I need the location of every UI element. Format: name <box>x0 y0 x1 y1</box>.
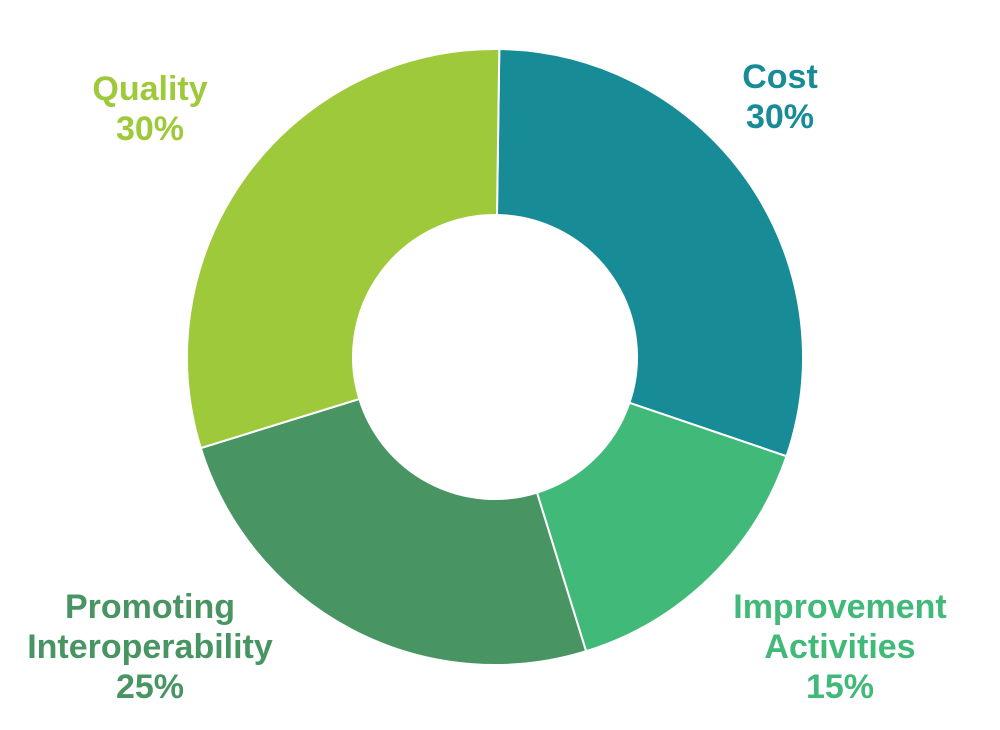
slice-labels: Cost 30%Improvement Activities 15%Promoting… <box>27 58 947 706</box>
slice-label-cost: Cost 30% <box>742 58 818 136</box>
donut-slices <box>186 48 804 666</box>
slice-cost <box>495 48 804 458</box>
slice-name-line: Activities <box>764 628 915 666</box>
slice-label-quality: Quality 30% <box>92 70 207 148</box>
slice-label-promoting-interoperability: Promoting Interoperability 25% <box>27 588 273 706</box>
slice-percent: 30% <box>116 110 184 148</box>
slice-quality <box>186 48 501 450</box>
slice-promoting-interoperability <box>199 397 588 666</box>
slice-improvement-activities <box>535 401 788 653</box>
slice-name-line: Improvement <box>733 588 947 626</box>
slice-percent: 25% <box>116 668 184 706</box>
slice-name-line: Interoperability <box>27 628 273 666</box>
slice-name-line: Promoting <box>65 588 235 626</box>
slice-name-line: Cost <box>742 58 818 96</box>
slice-label-improvement-activities: Improvement Activities 15% <box>733 588 947 706</box>
slice-name-line: Quality <box>92 70 207 108</box>
slice-percent: 30% <box>746 98 814 136</box>
slice-percent: 15% <box>806 668 874 706</box>
